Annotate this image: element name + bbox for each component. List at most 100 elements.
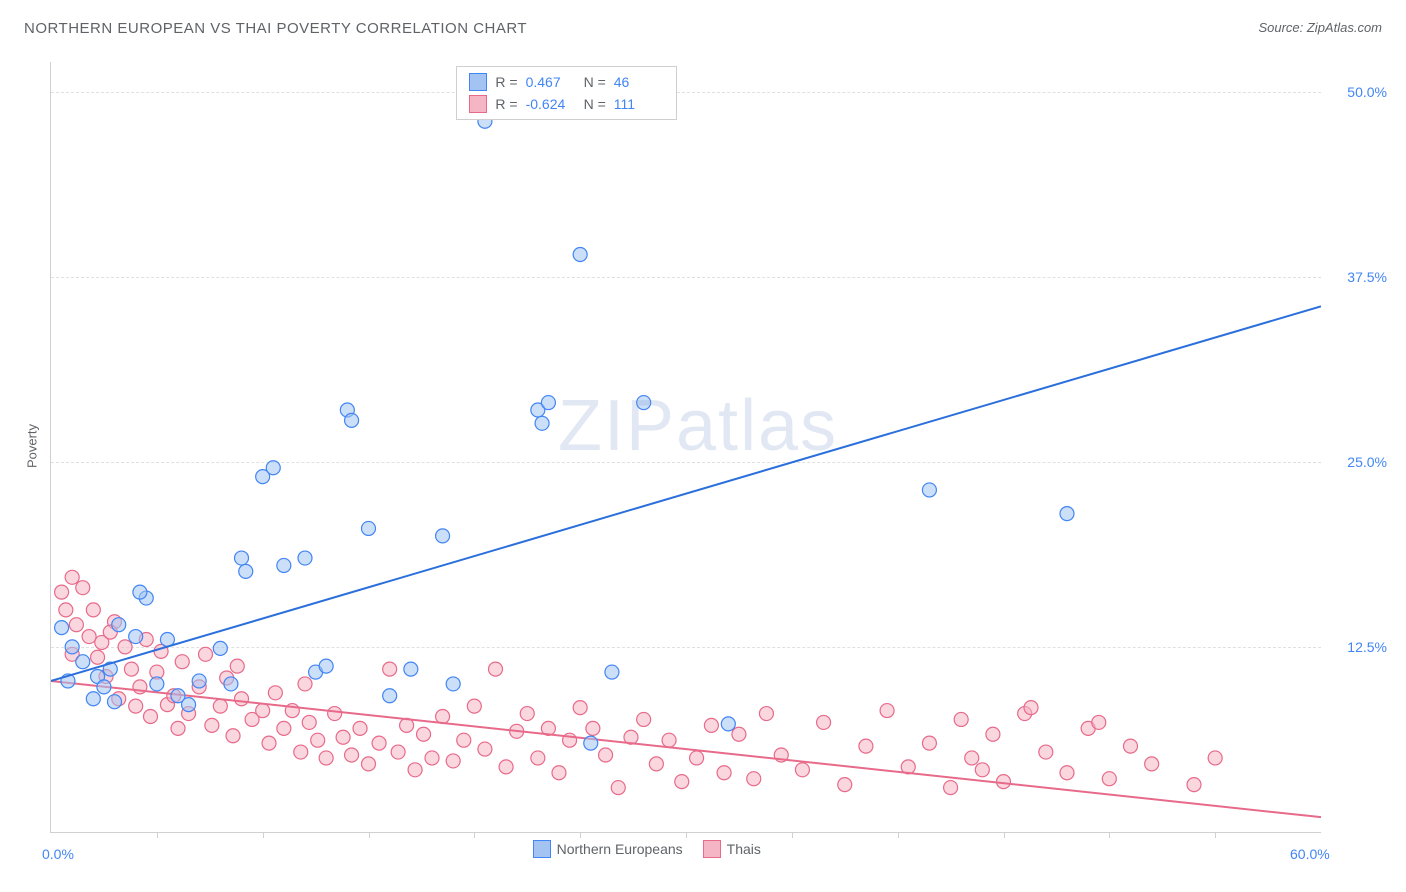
data-point-pink	[436, 710, 450, 724]
data-point-pink	[129, 699, 143, 713]
data-point-pink	[319, 751, 333, 765]
data-point-pink	[704, 718, 718, 732]
data-point-blue	[150, 677, 164, 691]
data-point-pink	[986, 727, 1000, 741]
data-point-pink	[520, 707, 534, 721]
data-point-blue	[1060, 507, 1074, 521]
data-point-blue	[922, 483, 936, 497]
data-point-pink	[86, 603, 100, 617]
data-point-blue	[404, 662, 418, 676]
x-axis-origin-label: 0.0%	[42, 846, 74, 862]
data-point-pink	[637, 712, 651, 726]
y-tick-label: 12.5%	[1347, 639, 1387, 655]
data-point-blue	[584, 736, 598, 750]
data-point-pink	[675, 775, 689, 789]
data-point-blue	[266, 461, 280, 475]
data-point-pink	[199, 647, 213, 661]
data-point-pink	[328, 707, 342, 721]
data-point-blue	[182, 698, 196, 712]
data-point-pink	[586, 721, 600, 735]
data-point-pink	[611, 781, 625, 795]
data-point-blue	[298, 551, 312, 565]
data-point-blue	[535, 416, 549, 430]
data-point-pink	[408, 763, 422, 777]
legend-item-blue: Northern Europeans	[533, 840, 683, 858]
data-point-pink	[965, 751, 979, 765]
x-tick	[1109, 832, 1110, 838]
data-point-blue	[637, 396, 651, 410]
x-tick	[898, 832, 899, 838]
data-point-pink	[817, 715, 831, 729]
data-point-blue	[541, 396, 555, 410]
data-point-blue	[112, 618, 126, 632]
data-point-pink	[82, 630, 96, 644]
data-point-pink	[573, 701, 587, 715]
data-point-pink	[55, 585, 69, 599]
data-point-pink	[1208, 751, 1222, 765]
stat-n-label: N =	[584, 93, 606, 115]
data-point-blue	[76, 655, 90, 669]
data-point-pink	[353, 721, 367, 735]
data-point-pink	[118, 640, 132, 654]
data-point-pink	[69, 618, 83, 632]
scatter-plot-area: 12.5%25.0%37.5%50.0%	[50, 62, 1321, 833]
data-point-blue	[192, 674, 206, 688]
data-point-blue	[224, 677, 238, 691]
data-point-pink	[345, 748, 359, 762]
data-point-pink	[171, 721, 185, 735]
data-point-pink	[649, 757, 663, 771]
data-point-pink	[124, 662, 138, 676]
stat-r-label: R =	[495, 71, 517, 93]
x-tick	[369, 832, 370, 838]
data-point-pink	[205, 718, 219, 732]
correlation-stats-box: R =0.467N =46R =-0.624N =111	[456, 66, 676, 120]
data-point-pink	[230, 659, 244, 673]
stat-r-value-pink: -0.624	[526, 93, 576, 115]
data-point-pink	[922, 736, 936, 750]
data-point-pink	[467, 699, 481, 713]
legend-label-blue: Northern Europeans	[557, 841, 683, 857]
data-point-pink	[91, 650, 105, 664]
data-point-pink	[235, 692, 249, 706]
data-point-blue	[345, 413, 359, 427]
chart-legend: Northern Europeans Thais	[533, 840, 761, 858]
data-point-pink	[298, 677, 312, 691]
trend-line-blue	[51, 306, 1321, 681]
data-point-pink	[499, 760, 513, 774]
data-point-pink	[944, 781, 958, 795]
chart-title: NORTHERN EUROPEAN VS THAI POVERTY CORREL…	[24, 20, 527, 37]
x-tick	[474, 832, 475, 838]
data-point-pink	[425, 751, 439, 765]
data-point-pink	[747, 772, 761, 786]
data-point-blue	[235, 551, 249, 565]
stat-n-value-blue: 46	[614, 71, 664, 93]
x-tick	[792, 832, 793, 838]
data-point-pink	[489, 662, 503, 676]
data-point-pink	[277, 721, 291, 735]
data-point-pink	[391, 745, 405, 759]
data-point-pink	[1102, 772, 1116, 786]
x-tick	[1004, 832, 1005, 838]
data-point-pink	[838, 778, 852, 792]
data-point-pink	[1039, 745, 1053, 759]
data-point-pink	[1124, 739, 1138, 753]
data-point-pink	[1024, 701, 1038, 715]
x-tick	[686, 832, 687, 838]
data-point-pink	[1145, 757, 1159, 771]
data-point-pink	[446, 754, 460, 768]
data-point-pink	[717, 766, 731, 780]
legend-swatch-pink-icon	[469, 95, 487, 113]
legend-item-pink: Thais	[703, 840, 761, 858]
data-point-blue	[605, 665, 619, 679]
data-point-pink	[294, 745, 308, 759]
data-point-pink	[76, 581, 90, 595]
stat-n-label: N =	[584, 71, 606, 93]
data-point-pink	[383, 662, 397, 676]
y-tick-label: 37.5%	[1347, 269, 1387, 285]
data-point-pink	[690, 751, 704, 765]
data-point-pink	[59, 603, 73, 617]
data-point-blue	[133, 585, 147, 599]
x-tick	[157, 832, 158, 838]
data-point-pink	[531, 751, 545, 765]
data-point-pink	[1092, 715, 1106, 729]
